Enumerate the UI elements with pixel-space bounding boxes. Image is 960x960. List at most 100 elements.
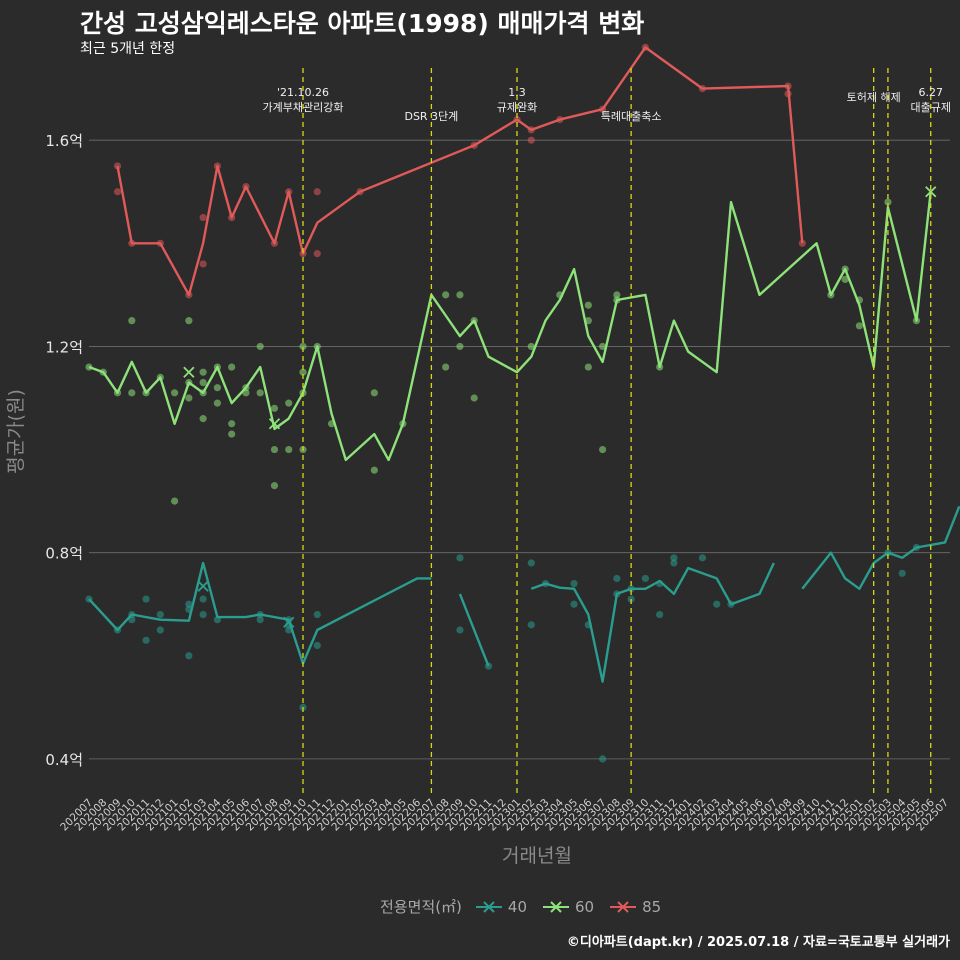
series-85	[113, 43, 806, 299]
series-line	[801, 505, 960, 590]
data-point	[698, 554, 707, 562]
data-point	[470, 394, 478, 402]
data-point	[142, 636, 150, 644]
legend-swatch-60	[543, 900, 569, 913]
series-40	[85, 505, 960, 763]
data-point	[370, 466, 378, 474]
data-point	[313, 641, 321, 650]
x-marker	[925, 186, 937, 198]
data-point	[527, 621, 535, 629]
data-point	[855, 322, 864, 330]
data-point	[313, 250, 321, 258]
source-caption: ©디아파트(dapt.kr) / 2025.07.18 / 자료=국토교통부 실…	[566, 935, 950, 950]
y-axis-title: 평균가(원)	[5, 389, 27, 474]
event-label: 1.3	[508, 86, 526, 99]
series-line	[88, 561, 432, 665]
data-point	[256, 616, 264, 624]
y-tick-label: 1.2억	[45, 338, 83, 356]
series-60	[85, 186, 937, 505]
x-marker-stroke	[283, 616, 295, 628]
data-point	[641, 574, 650, 583]
data-point	[370, 389, 378, 397]
data-point	[456, 626, 464, 634]
data-point	[527, 559, 535, 567]
data-point	[599, 755, 607, 763]
x-marker-stroke	[925, 186, 937, 198]
data-point	[185, 394, 193, 402]
data-point	[299, 368, 307, 376]
data-point	[156, 610, 164, 619]
x-axis-title: 거래년월	[502, 845, 572, 867]
data-point	[142, 595, 150, 603]
data-point	[584, 301, 592, 309]
data-point	[670, 559, 678, 567]
x-marker-stroke	[197, 580, 209, 592]
data-point	[199, 595, 207, 603]
legend-label-85: 85	[642, 897, 662, 916]
data-point	[199, 260, 207, 268]
legend-item-60: 60	[541, 898, 594, 916]
data-point	[613, 291, 621, 299]
event-label: '21.10.26	[277, 86, 329, 99]
chart-title: 간성 고성삼익레스타운 아파트(1998) 매매가격 변화	[80, 9, 645, 38]
event-label: 6.27	[918, 86, 943, 99]
data-point	[884, 198, 892, 206]
data-point	[313, 610, 321, 619]
legend-label-60: 60	[575, 897, 595, 916]
data-point	[171, 497, 179, 505]
y-tick-label: 1.6억	[45, 132, 83, 150]
chart-subtitle: 최근 5개년 한정	[80, 41, 176, 57]
x-marker	[283, 616, 295, 628]
series-line	[458, 593, 490, 667]
data-point	[285, 399, 293, 407]
data-point	[527, 342, 535, 351]
event-label: 가계부채관리강화	[263, 101, 344, 114]
legend-item-40: 40	[474, 898, 527, 916]
data-point	[841, 275, 849, 283]
x-marker	[183, 366, 195, 378]
legend-title: 전용면적(㎡)	[380, 898, 462, 916]
x-marker	[268, 418, 281, 430]
series-line	[530, 562, 775, 683]
data-point	[270, 482, 279, 490]
data-point	[670, 554, 678, 562]
data-point	[113, 188, 122, 196]
data-point	[156, 626, 164, 634]
data-point	[185, 600, 193, 608]
data-point	[527, 136, 535, 144]
series-line	[88, 191, 932, 462]
data-point	[213, 384, 221, 392]
data-point	[256, 342, 264, 351]
data-point	[199, 415, 207, 423]
legend: 전용면적(㎡) 40 60 85	[380, 896, 675, 917]
data-point	[270, 445, 279, 454]
event-label: 규제완화	[497, 101, 537, 114]
data-point	[599, 342, 607, 351]
legend-swatch-85	[610, 900, 637, 913]
event-label: 특례대출축소	[601, 110, 662, 123]
x-marker-stroke	[268, 418, 281, 430]
data-point	[456, 342, 464, 351]
data-point	[299, 342, 307, 351]
data-point	[713, 600, 721, 608]
data-point	[442, 363, 450, 371]
data-point	[213, 399, 221, 407]
data-point	[613, 574, 621, 583]
event-label: 대출규제	[910, 101, 950, 114]
data-point	[228, 420, 236, 428]
data-point	[570, 600, 578, 608]
data-point	[128, 317, 136, 325]
y-tick-label: 0.4억	[45, 751, 83, 769]
data-point	[185, 652, 193, 660]
x-marker-stroke	[183, 366, 195, 378]
legend-label-40: 40	[507, 897, 527, 916]
data-point	[584, 363, 592, 371]
data-point	[199, 368, 207, 376]
x-marker	[197, 580, 209, 592]
data-point	[171, 389, 179, 397]
data-point	[199, 378, 207, 387]
data-point	[456, 291, 464, 299]
data-point	[285, 445, 293, 454]
data-point	[656, 610, 664, 619]
